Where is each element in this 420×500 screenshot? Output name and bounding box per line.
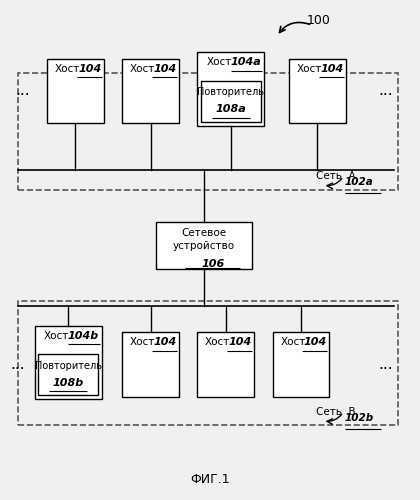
Text: Хост: Хост xyxy=(55,64,80,74)
Text: Повторитель: Повторитель xyxy=(197,87,264,97)
FancyBboxPatch shape xyxy=(47,58,104,123)
Text: Хост: Хост xyxy=(280,337,305,347)
FancyBboxPatch shape xyxy=(38,354,98,395)
FancyBboxPatch shape xyxy=(289,58,346,123)
Text: 104: 104 xyxy=(79,64,102,74)
Text: 104b: 104b xyxy=(67,330,98,340)
FancyBboxPatch shape xyxy=(156,222,252,269)
Text: 104: 104 xyxy=(154,337,177,347)
Text: Сеть  А: Сеть А xyxy=(316,172,356,181)
Text: ...: ... xyxy=(15,84,29,98)
Text: Хост: Хост xyxy=(206,57,231,67)
Text: Хост: Хост xyxy=(130,337,155,347)
FancyBboxPatch shape xyxy=(122,332,178,396)
Text: 104: 104 xyxy=(304,337,327,347)
Text: ...: ... xyxy=(378,84,393,98)
FancyBboxPatch shape xyxy=(197,332,254,396)
Text: 104: 104 xyxy=(320,64,344,74)
Text: 104: 104 xyxy=(228,337,252,347)
Text: Хост: Хост xyxy=(130,64,155,74)
Text: устройство: устройство xyxy=(173,241,235,251)
FancyBboxPatch shape xyxy=(201,80,261,122)
Text: 108b: 108b xyxy=(52,378,84,388)
Text: Хост: Хост xyxy=(44,330,69,340)
FancyBboxPatch shape xyxy=(122,58,178,123)
Text: ФИГ.1: ФИГ.1 xyxy=(190,473,230,486)
Text: ...: ... xyxy=(11,357,25,372)
Text: Хост: Хост xyxy=(205,337,231,347)
Text: 100: 100 xyxy=(307,14,331,27)
Text: ...: ... xyxy=(378,357,393,372)
Text: 106: 106 xyxy=(202,259,225,269)
FancyBboxPatch shape xyxy=(197,52,264,126)
Text: Сетевое: Сетевое xyxy=(181,228,226,238)
Text: 104a: 104a xyxy=(230,57,261,67)
Text: 102a: 102a xyxy=(345,177,373,187)
Text: 104: 104 xyxy=(154,64,177,74)
Text: 102b: 102b xyxy=(345,412,374,422)
FancyBboxPatch shape xyxy=(35,326,102,399)
FancyBboxPatch shape xyxy=(273,332,329,396)
Text: Хост: Хост xyxy=(297,64,322,74)
Text: Повторитель: Повторитель xyxy=(34,360,102,370)
Text: Сеть  В: Сеть В xyxy=(316,407,356,417)
Text: 108a: 108a xyxy=(215,104,246,115)
